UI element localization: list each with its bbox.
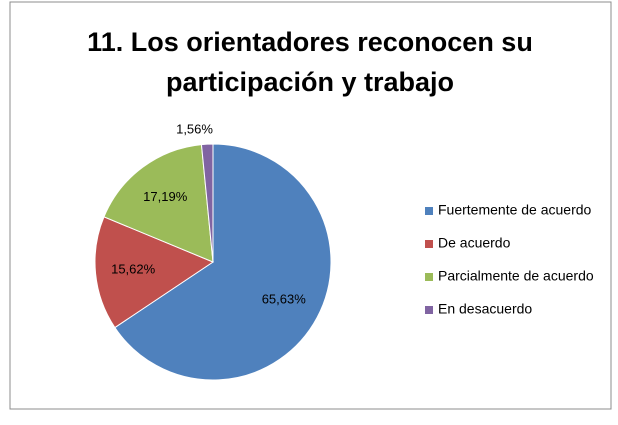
legend-swatch [425, 273, 433, 281]
legend-label: De acuerdo [438, 235, 511, 251]
legend-swatch [425, 207, 433, 215]
legend-label: Parcialmente de acuerdo [438, 268, 594, 284]
pie-slice [114, 143, 332, 381]
legend-label: Fuertemente de acuerdo [438, 202, 592, 218]
pie-slice [103, 144, 214, 263]
data-label: 17,19% [143, 189, 188, 204]
legend-swatch [425, 306, 433, 314]
chart-frame [9, 1, 612, 410]
pie-slice [200, 143, 214, 263]
legend-label: En desacuerdo [438, 301, 532, 317]
legend-swatch [425, 240, 433, 248]
pie-slice [94, 216, 215, 329]
data-label: 15,62% [111, 261, 156, 276]
chart-title: 11. Los orientadores reconocen su partic… [87, 27, 533, 97]
data-label: 1,56% [176, 122, 213, 137]
data-label: 65,63% [262, 291, 307, 306]
